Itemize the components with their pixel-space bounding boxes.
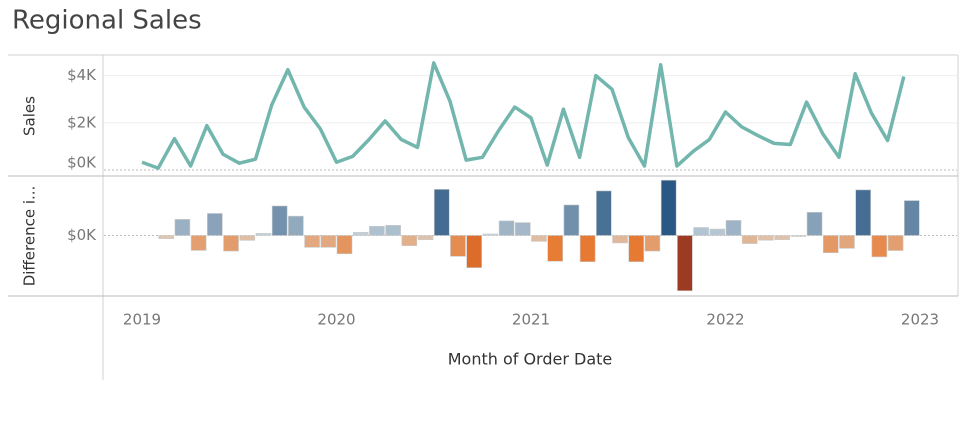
x-tick-label: 2022 (706, 311, 744, 329)
bar (871, 235, 888, 258)
bar (385, 225, 401, 236)
x-tick-label: 2019 (123, 311, 161, 329)
bar (401, 235, 418, 246)
bar (628, 235, 645, 263)
bar (563, 204, 580, 236)
bar (239, 235, 256, 241)
x-axis-title: Month of Order Date (448, 350, 613, 369)
bar (903, 200, 920, 236)
y-axis-title: Sales (21, 96, 39, 136)
y-tick-label: $4K (67, 66, 97, 84)
bar (579, 235, 596, 263)
bar (725, 220, 742, 236)
bar (223, 235, 239, 252)
y-tick-label: $0K (67, 154, 97, 172)
bar (466, 235, 482, 268)
y-axis-title: Difference i... (21, 186, 39, 287)
y-tick-label: $2K (67, 113, 97, 131)
x-tick-label: 2021 (512, 311, 550, 329)
bar (304, 235, 320, 248)
bar (320, 235, 337, 248)
bar (855, 189, 871, 236)
sales-line (141, 61, 906, 170)
bar (709, 228, 726, 236)
bar (531, 235, 547, 242)
bar (450, 235, 466, 257)
bar (207, 213, 223, 236)
bar (433, 189, 450, 236)
bar (612, 235, 628, 244)
bar (660, 179, 677, 236)
bar (336, 235, 353, 255)
bar (255, 232, 272, 236)
bar (741, 235, 758, 244)
bar (174, 219, 191, 236)
x-tick-label: 2020 (317, 311, 355, 329)
bar (352, 231, 369, 236)
bar (271, 205, 288, 236)
bar (190, 235, 207, 251)
x-tick-label: 2023 (901, 311, 939, 329)
bar (369, 226, 385, 236)
bar (839, 235, 855, 249)
bar (677, 235, 693, 292)
bar (790, 235, 807, 237)
bar (693, 227, 709, 236)
bar (644, 235, 661, 252)
bar (498, 220, 515, 236)
bar (806, 211, 823, 236)
bar (822, 235, 839, 254)
bar (547, 235, 564, 262)
chart-title: Regional Sales (12, 6, 202, 36)
bar (417, 235, 434, 241)
bar (758, 235, 774, 241)
bar (158, 235, 175, 240)
bar (887, 235, 904, 251)
bar (288, 215, 304, 236)
bar (482, 233, 499, 236)
bar (774, 235, 790, 241)
y-tick-label: $0K (67, 226, 97, 244)
bar (596, 190, 612, 236)
bar (514, 222, 531, 236)
